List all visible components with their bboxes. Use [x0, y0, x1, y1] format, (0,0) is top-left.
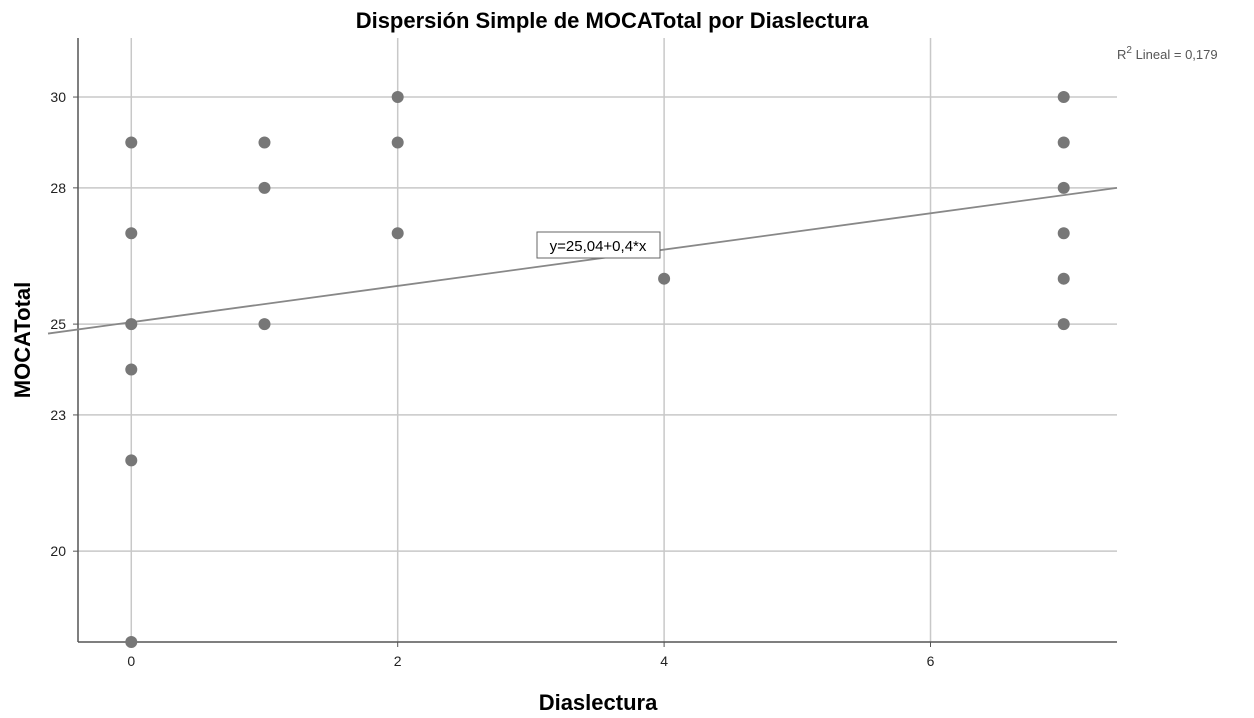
- x-tick-label: 2: [394, 653, 402, 669]
- equation-box-frame: [536, 231, 661, 259]
- x-tick-label: 6: [927, 653, 935, 669]
- y-tick-label: 25: [50, 316, 66, 332]
- data-point: [1057, 227, 1070, 240]
- data-points: [125, 91, 1070, 648]
- x-tick-label: 0: [127, 653, 135, 669]
- y-tick-label: 30: [50, 89, 66, 105]
- data-point: [1057, 272, 1070, 285]
- grid: [78, 38, 1117, 642]
- data-point: [125, 636, 138, 648]
- data-point: [258, 181, 271, 194]
- data-point: [1057, 318, 1070, 331]
- axes: [73, 38, 1117, 647]
- data-point: [1057, 91, 1070, 104]
- r2-label: R2 Lineal = 0,179: [1117, 45, 1218, 62]
- data-point: [1057, 136, 1070, 149]
- y-axis-title: MOCATotal: [10, 282, 35, 399]
- r2-superscript: 2: [1126, 45, 1132, 56]
- y-tick-label: 23: [50, 407, 66, 423]
- tick-labels: 0 2 4 6 20 23 25 28 30: [50, 89, 934, 669]
- data-point: [258, 136, 271, 149]
- r2-text: Lineal = 0,179: [1132, 47, 1218, 62]
- fit-line-group: [47, 186, 1118, 335]
- equation-label: y=25,04+0,4*x: [550, 238, 647, 255]
- y-tick-label: 20: [50, 543, 66, 559]
- data-point: [391, 227, 404, 240]
- data-point: [258, 318, 271, 331]
- data-point: [125, 318, 138, 331]
- data-point: [125, 454, 138, 467]
- x-tick-label: 4: [660, 653, 668, 669]
- data-point: [391, 136, 404, 149]
- data-point: [125, 227, 138, 240]
- x-axis-title: Diaslectura: [539, 690, 658, 715]
- r2-prefix: R: [1117, 47, 1126, 62]
- data-point: [391, 91, 404, 104]
- y-tick-label: 28: [50, 180, 66, 196]
- data-point: [125, 363, 138, 376]
- chart-title: Dispersión Simple de MOCATotal por Diasl…: [356, 8, 869, 33]
- data-point: [658, 272, 671, 285]
- data-point: [1057, 181, 1070, 194]
- regression-line: [47, 186, 1118, 335]
- equation-box: y=25,04+0,4*x: [536, 231, 661, 259]
- data-point: [125, 136, 138, 149]
